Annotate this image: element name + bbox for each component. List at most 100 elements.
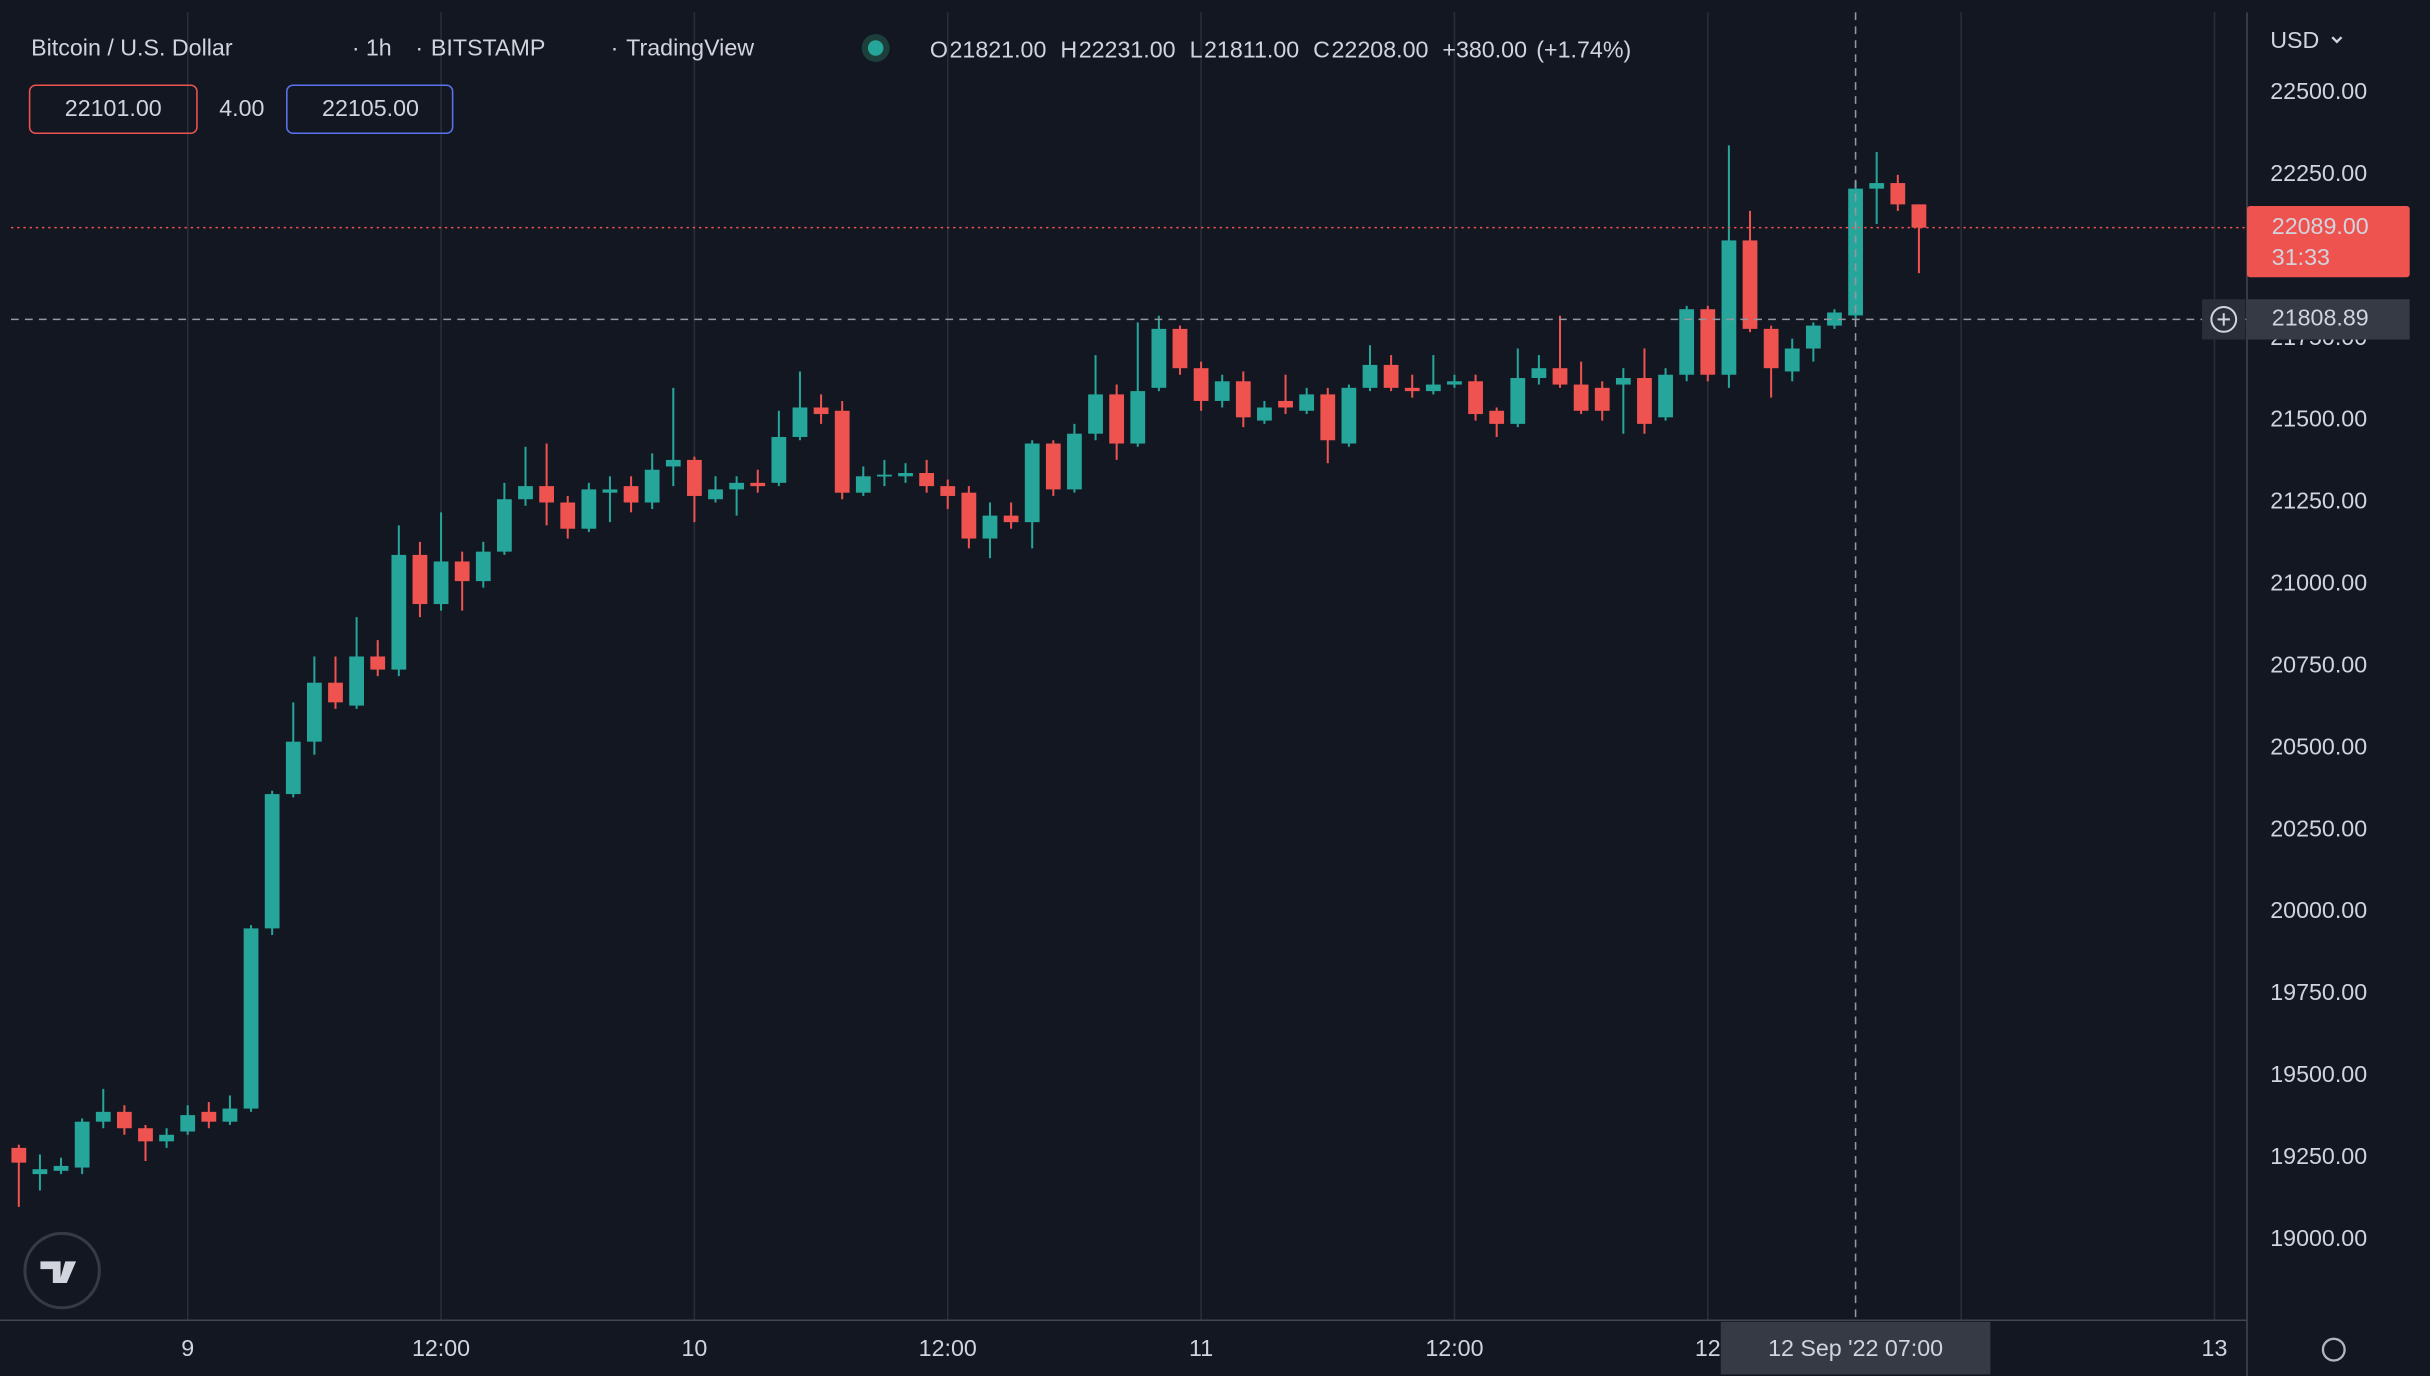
tv-logo-ring[interactable]: [23, 1231, 101, 1310]
candle-body: [243, 928, 259, 1109]
crosshair-plus[interactable]: [2210, 305, 2238, 333]
candle-body: [623, 486, 639, 503]
candle-body: [264, 794, 280, 929]
ohlc-key: C: [1313, 36, 1330, 62]
candle-body: [877, 474, 892, 477]
candle-body: [708, 489, 723, 500]
candle-body: [1172, 328, 1188, 369]
grid: [186, 12, 2216, 1321]
candle-body: [1067, 433, 1082, 490]
x-tick-label: 12:00: [412, 1335, 470, 1361]
last-price-label: 22089.00: [2272, 213, 2369, 239]
candle-body: [898, 473, 913, 477]
tv-logo[interactable]: [40, 1261, 77, 1284]
countdown-label: 31:33: [2272, 244, 2330, 270]
candle-body: [116, 1111, 132, 1129]
currency-selector[interactable]: USD: [2270, 27, 2319, 53]
candle-body: [74, 1121, 90, 1168]
candle-body: [792, 407, 808, 437]
y-tick-label: 21000.00: [2270, 570, 2367, 596]
candle-body: [1404, 387, 1420, 392]
separator: ·: [352, 35, 360, 61]
crosshair-price-box: [2247, 299, 2410, 340]
candle-body: [1214, 381, 1230, 401]
candle-body: [53, 1165, 69, 1171]
candle-body: [771, 436, 787, 483]
candle-body: [1658, 374, 1673, 418]
candle-body: [729, 482, 745, 490]
y-tick-label: 20750.00: [2270, 651, 2367, 677]
ohlc-legend: O 21821.00 H 22231.00 L 21811.00 C 22208.00 +380…: [930, 36, 1631, 62]
ohlc-value: 22231.00: [1079, 36, 1176, 62]
candle-body: [1320, 394, 1336, 441]
candle-body: [159, 1134, 174, 1142]
candle-body: [1151, 328, 1167, 388]
ohlc-value: 21811.00: [1204, 36, 1299, 62]
candle-body: [1869, 183, 1885, 189]
candle-body: [644, 469, 660, 503]
bid-box[interactable]: [28, 84, 198, 135]
candle-body: [1341, 387, 1357, 444]
ohlc-value: 22208.00: [1332, 36, 1429, 62]
y-tick-label: 19500.00: [2270, 1061, 2367, 1087]
x-tick-label: 12: [1695, 1335, 1721, 1361]
candle-body: [1109, 394, 1125, 444]
candle-body: [1425, 384, 1441, 392]
ohlc-key: L: [1190, 36, 1203, 62]
y-tick-label: 21250.00: [2270, 488, 2367, 514]
candle-body: [687, 459, 702, 496]
candle-body: [1383, 364, 1399, 388]
candle-body: [1721, 240, 1737, 375]
bid-price[interactable]: 22101.00: [65, 95, 162, 121]
candle-body: [560, 502, 576, 529]
x-tick-label: 12:00: [1425, 1335, 1483, 1361]
ask-box[interactable]: [286, 84, 454, 135]
candle-body: [1235, 381, 1251, 418]
currency-caret[interactable]: [2331, 36, 2343, 44]
y-tick-label: 20250.00: [2270, 815, 2367, 841]
candle-body: [1700, 309, 1716, 375]
last-price-box: [2247, 205, 2410, 278]
candle-body: [328, 682, 343, 703]
candle-body: [1615, 378, 1631, 385]
interval[interactable]: 1h: [366, 35, 392, 61]
candle-body: [919, 473, 935, 487]
settings-icon[interactable]: [2321, 1337, 2346, 1362]
candle-body: [306, 682, 322, 742]
crosshair-price-label: 21808.89: [2272, 305, 2369, 331]
candle-body: [138, 1128, 153, 1142]
candle-body: [32, 1169, 48, 1175]
y-tick-label: 19250.00: [2270, 1143, 2367, 1169]
candle-body: [1784, 348, 1800, 372]
crosshair-time-label: 12 Sep '22 07:00: [1768, 1335, 1943, 1361]
exchange: BITSTAMP: [431, 35, 545, 61]
candle-body: [1299, 394, 1315, 411]
candle-body: [1573, 384, 1589, 411]
candle-body: [1679, 309, 1695, 375]
symbol-title[interactable]: Bitcoin / U.S. Dollar: [31, 35, 233, 61]
candle-body: [222, 1108, 238, 1122]
overlay: [11, 12, 2247, 1321]
ask-price[interactable]: 22105.00: [322, 95, 419, 121]
candle-body: [349, 656, 364, 706]
candle-body: [1130, 391, 1146, 444]
source: TradingView: [626, 35, 754, 61]
y-tick-label: 19000.00: [2270, 1225, 2367, 1251]
change-value: +380.00: [1442, 36, 1527, 62]
y-tick-label: 22250.00: [2270, 160, 2367, 186]
y-tick-label: 19750.00: [2270, 979, 2367, 1005]
candle-body: [433, 561, 449, 605]
candle-body: [1024, 443, 1040, 523]
market-status-dot[interactable]: [867, 40, 884, 56]
y-tick-label: 20500.00: [2270, 733, 2367, 759]
candle-body: [982, 515, 998, 539]
candle-body: [602, 489, 618, 493]
separator: ·: [415, 35, 423, 61]
candle-body: [1911, 204, 1927, 228]
spread: 4.00: [219, 95, 264, 121]
candle-body: [180, 1115, 196, 1132]
x-tick-label: 10: [681, 1335, 707, 1361]
crosshair-plus-sign: [2217, 313, 2230, 326]
